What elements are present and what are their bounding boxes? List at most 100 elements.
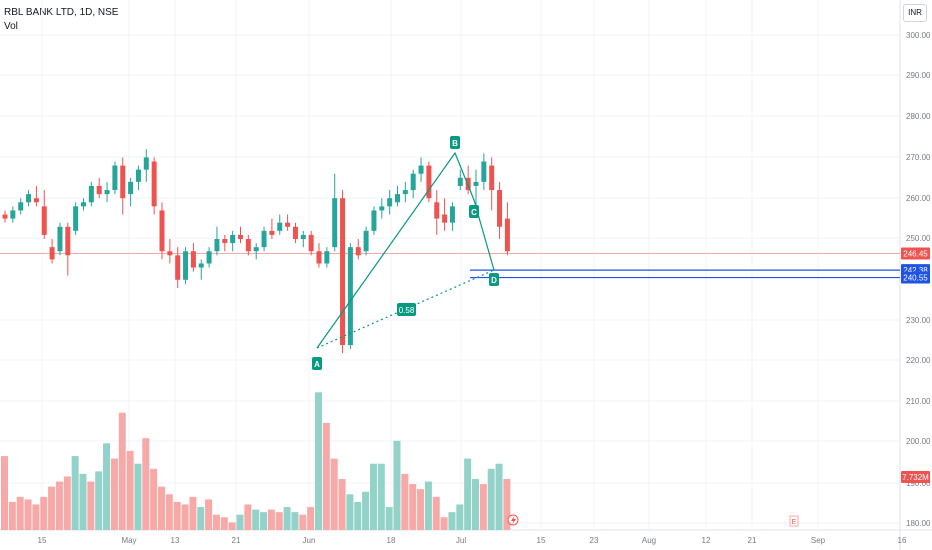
candle-body <box>371 210 377 231</box>
volume-bar <box>79 473 87 530</box>
candle-body <box>418 165 424 174</box>
pattern-point-marker[interactable] <box>312 357 322 370</box>
volume-bar <box>322 422 330 530</box>
y-tick-label: 190.00 <box>906 479 931 488</box>
candle-body <box>355 247 361 256</box>
candle-body <box>143 157 149 170</box>
candle-body <box>332 198 338 248</box>
volume-bar <box>165 494 173 530</box>
event-marker-icon[interactable] <box>789 515 799 527</box>
abcd-pattern-line[interactable] <box>316 151 495 349</box>
pattern-point-marker[interactable] <box>469 205 479 218</box>
volume-bar <box>503 479 511 530</box>
volume-bar <box>95 471 103 530</box>
candle-body <box>183 251 189 280</box>
x-tick-label: 16 <box>898 536 907 545</box>
y-tick-label: 230.00 <box>906 316 931 325</box>
volume-bar <box>495 463 503 530</box>
volume-bar <box>401 473 409 530</box>
pattern-point-marker[interactable] <box>450 136 460 149</box>
volume-bar <box>315 392 322 530</box>
volume-bar <box>362 491 370 530</box>
y-tick-label: 290.00 <box>906 71 931 80</box>
candle-body <box>340 198 346 346</box>
volume-bar <box>48 486 56 530</box>
x-tick-label: 12 <box>702 536 711 545</box>
volume-bar <box>236 514 244 530</box>
volume-bar <box>32 504 40 530</box>
volume-bar <box>189 496 197 530</box>
volume-bar <box>267 509 275 530</box>
volume-bar <box>409 484 417 530</box>
volume-bar <box>173 501 181 530</box>
candle-body <box>410 173 416 191</box>
candle-body <box>151 161 157 207</box>
volume-bar <box>283 507 291 530</box>
candle-body <box>104 190 110 195</box>
candle-body <box>395 194 400 203</box>
volume-bar <box>24 499 32 530</box>
candle-body <box>96 185 102 195</box>
x-tick-label: 15 <box>38 536 47 545</box>
candle-body <box>277 222 283 231</box>
volume-bar <box>440 517 448 530</box>
x-tick-label: 15 <box>537 536 546 545</box>
candle-body <box>434 202 440 219</box>
candle-body <box>387 198 393 207</box>
candle-body <box>214 239 220 252</box>
candle-body <box>135 169 141 182</box>
volume-bar <box>87 481 95 530</box>
volume-bar <box>479 484 487 530</box>
x-tick-label: Aug <box>642 536 656 545</box>
candle-body <box>112 165 118 191</box>
x-tick-label: 21 <box>232 536 241 545</box>
volume-bar <box>260 512 268 530</box>
volume-bar <box>369 463 377 530</box>
volume-bar <box>330 458 338 530</box>
volume-bar <box>103 443 111 530</box>
volume-bar <box>299 514 307 530</box>
volume-bar <box>291 512 299 530</box>
volume-bar <box>150 468 158 530</box>
candle-body <box>230 234 236 244</box>
candle-body <box>81 202 86 207</box>
y-tick-label: 300.00 <box>906 31 931 40</box>
volume-bar <box>456 504 464 530</box>
y-tick-label: 260.00 <box>906 194 931 203</box>
x-tick-label: Sep <box>811 536 826 545</box>
x-tick-label: 18 <box>387 536 396 545</box>
pattern-point-marker[interactable] <box>489 273 499 286</box>
candle-body <box>316 251 322 264</box>
volume-bar <box>158 486 165 530</box>
chart-title: RBL BANK LTD, 1D, NSE <box>4 7 119 18</box>
volume-bar <box>63 476 71 530</box>
volume-badge-bg <box>901 471 930 483</box>
volume-indicator-label[interactable]: Vol <box>4 21 18 32</box>
volume-bar <box>377 463 385 530</box>
pattern-point-label: A <box>314 360 320 369</box>
volume-bar <box>448 512 456 530</box>
candle-body <box>261 230 267 248</box>
candle-body <box>285 222 291 227</box>
currency-button[interactable]: INR <box>903 4 927 22</box>
ratio-label: 0.58 <box>399 306 415 315</box>
volume-bar <box>417 489 425 530</box>
ratio-label-box[interactable] <box>397 303 416 316</box>
candle-body <box>402 190 408 195</box>
candle-body <box>504 218 510 252</box>
volume-bar <box>16 496 24 530</box>
candle-body <box>292 226 298 239</box>
x-tick-label: 21 <box>748 536 757 545</box>
volume-bar <box>244 504 252 530</box>
last-price-badge-bg <box>901 247 930 260</box>
volume-bar <box>385 507 393 530</box>
candle-body <box>26 194 32 203</box>
y-tick-label: 250.00 <box>906 234 931 243</box>
pattern-point-label: D <box>491 276 497 285</box>
x-tick-label: 23 <box>590 536 599 545</box>
candle-body <box>206 251 212 264</box>
lightning-icon-glyph <box>511 516 516 525</box>
candle-body <box>65 226 71 256</box>
volume-bar <box>134 463 142 530</box>
